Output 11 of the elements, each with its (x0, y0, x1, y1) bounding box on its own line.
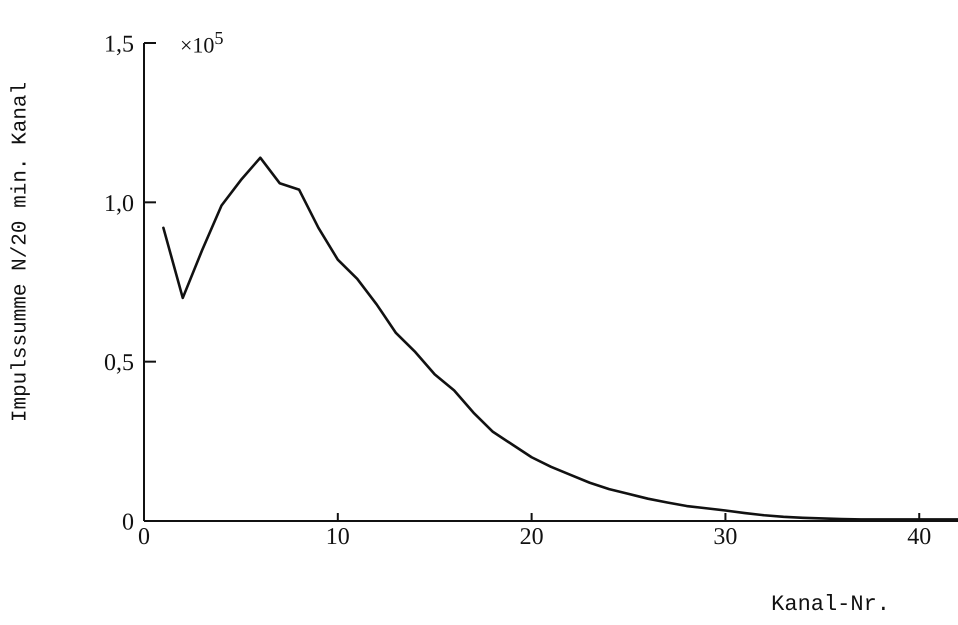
y-tick-label: 1,0 (104, 190, 134, 217)
x-tick-label: 10 (326, 524, 350, 550)
annotation: ×10$^{5}$ (180, 28, 224, 58)
x-axis-title: Kanal-Nr. (771, 592, 890, 617)
x-tick-label: 0 (138, 524, 150, 550)
x-tick-label: 40 (907, 524, 932, 550)
y-tick-label: 0,5 (104, 350, 134, 376)
y-tick-label: 1,5 (104, 32, 134, 58)
x-tick-label: 30 (713, 524, 738, 550)
y-axis-title: Impulssumme N/20 min. Kanal (9, 82, 32, 422)
x-tick-label: 20 (520, 524, 544, 550)
